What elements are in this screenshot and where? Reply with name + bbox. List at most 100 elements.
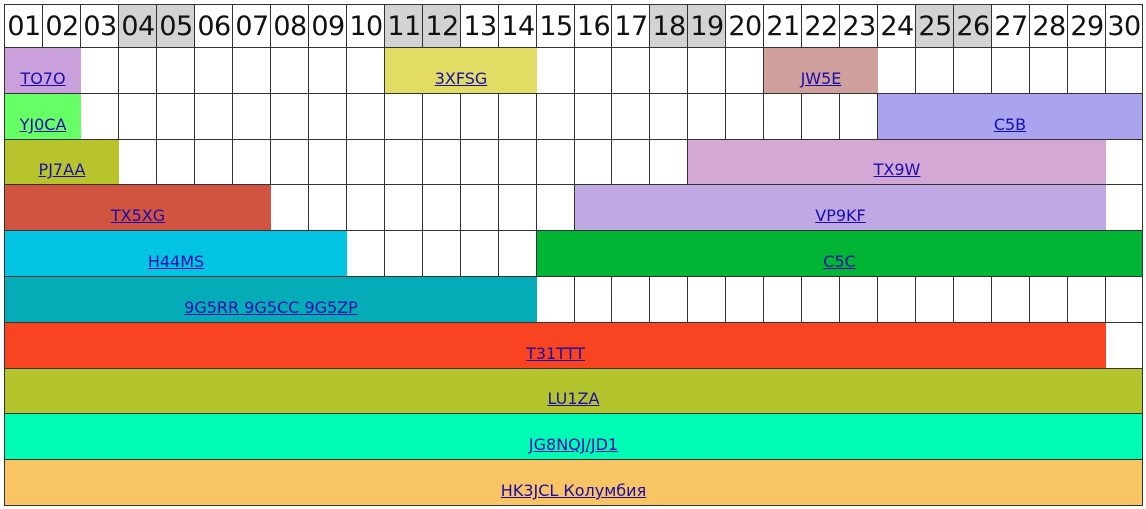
event-link[interactable]: HK3JCL Колумбия	[500, 481, 647, 500]
day-header-10: 10	[346, 4, 385, 48]
event-link[interactable]: TO7O	[20, 69, 66, 88]
empty-day-cell	[574, 94, 612, 140]
day-header-04: 04	[118, 4, 157, 48]
empty-day-cell	[498, 94, 537, 140]
empty-day-cell	[422, 140, 461, 185]
empty-day-cell	[1029, 48, 1068, 94]
event-bar: 3XFSG	[384, 48, 537, 94]
day-header-18: 18	[649, 4, 688, 48]
event-link[interactable]: JW5E	[800, 69, 842, 88]
event-bar: C5B	[877, 94, 1143, 140]
day-header-14: 14	[498, 4, 537, 48]
empty-day-cell	[270, 48, 309, 94]
empty-day-cell	[1067, 277, 1106, 323]
event-bar: JG8NQJ/JD1	[4, 414, 1143, 460]
event-link[interactable]: PJ7AA	[38, 160, 86, 179]
day-header-13: 13	[460, 4, 499, 48]
event-bar: JW5E	[763, 48, 878, 94]
day-header-20: 20	[725, 4, 764, 48]
day-header-01: 01	[4, 4, 43, 48]
event-link[interactable]: JG8NQJ/JD1	[528, 435, 619, 454]
empty-day-cell	[460, 94, 499, 140]
empty-day-cell	[346, 48, 385, 94]
empty-day-cell	[460, 140, 499, 185]
event-bar: LU1ZA	[4, 369, 1143, 414]
event-link[interactable]: 3XFSG	[434, 69, 488, 88]
day-header-28: 28	[1029, 4, 1068, 48]
day-header-07: 07	[232, 4, 271, 48]
event-link[interactable]: TX9W	[873, 160, 921, 179]
day-header-12: 12	[422, 4, 461, 48]
empty-day-cell	[877, 277, 916, 323]
event-bar: TX9W	[687, 140, 1106, 185]
empty-day-cell	[156, 94, 195, 140]
event-link[interactable]: YJ0CA	[19, 115, 67, 134]
event-link[interactable]: H44MS	[147, 252, 205, 271]
empty-day-cell	[1105, 277, 1143, 323]
empty-day-cell	[118, 94, 157, 140]
event-link[interactable]: C5B	[993, 115, 1027, 134]
empty-day-cell	[384, 140, 423, 185]
empty-day-cell	[498, 185, 537, 231]
day-header-25: 25	[915, 4, 954, 48]
empty-day-cell	[649, 277, 688, 323]
empty-day-cell	[270, 185, 309, 231]
empty-day-cell	[991, 277, 1030, 323]
day-header-19: 19	[687, 4, 726, 48]
day-header-29: 29	[1067, 4, 1106, 48]
empty-day-cell	[308, 94, 347, 140]
empty-day-cell	[611, 48, 650, 94]
empty-day-cell	[574, 277, 612, 323]
empty-day-cell	[991, 48, 1030, 94]
empty-day-cell	[156, 140, 195, 185]
event-link[interactable]: VP9KF	[815, 206, 866, 225]
empty-day-cell	[460, 185, 499, 231]
empty-day-cell	[346, 140, 385, 185]
day-header-08: 08	[270, 4, 309, 48]
event-bar: H44MS	[4, 231, 347, 277]
day-header-15: 15	[536, 4, 575, 48]
empty-day-cell	[384, 94, 423, 140]
event-bar: HK3JCL Колумбия	[4, 460, 1143, 506]
empty-day-cell	[346, 185, 385, 231]
empty-day-cell	[687, 48, 726, 94]
event-bar: YJ0CA	[4, 94, 81, 140]
day-header-03: 03	[80, 4, 119, 48]
day-header-17: 17	[611, 4, 650, 48]
event-bar: 9G5RR 9G5CC 9G5ZP	[4, 277, 537, 323]
event-link[interactable]: LU1ZA	[547, 389, 600, 408]
day-header-09: 09	[308, 4, 347, 48]
empty-day-cell	[574, 140, 612, 185]
empty-day-cell	[1029, 277, 1068, 323]
empty-day-cell	[422, 94, 461, 140]
empty-day-cell	[611, 94, 650, 140]
empty-day-cell	[118, 48, 157, 94]
empty-day-cell	[270, 140, 309, 185]
empty-day-cell	[384, 185, 423, 231]
event-link[interactable]: TX5XG	[110, 206, 166, 225]
empty-day-cell	[725, 277, 764, 323]
empty-day-cell	[422, 231, 461, 277]
empty-day-cell	[953, 48, 992, 94]
empty-day-cell	[308, 185, 347, 231]
empty-day-cell	[308, 48, 347, 94]
empty-day-cell	[384, 231, 423, 277]
empty-day-cell	[725, 94, 764, 140]
empty-day-cell	[270, 94, 309, 140]
empty-day-cell	[232, 94, 271, 140]
empty-day-cell	[839, 277, 878, 323]
empty-day-cell	[915, 277, 954, 323]
empty-day-cell	[687, 277, 726, 323]
day-header-24: 24	[877, 4, 916, 48]
empty-day-cell	[536, 185, 575, 231]
empty-day-cell	[346, 94, 385, 140]
empty-day-cell	[194, 140, 233, 185]
empty-day-cell	[1105, 323, 1143, 369]
event-link[interactable]: C5C	[823, 252, 856, 271]
empty-day-cell	[80, 94, 119, 140]
day-header-23: 23	[839, 4, 878, 48]
empty-day-cell	[574, 48, 612, 94]
event-link[interactable]: T31TTT	[526, 344, 585, 363]
event-link[interactable]: 9G5RR 9G5CC 9G5ZP	[184, 298, 358, 317]
empty-day-cell	[801, 94, 840, 140]
